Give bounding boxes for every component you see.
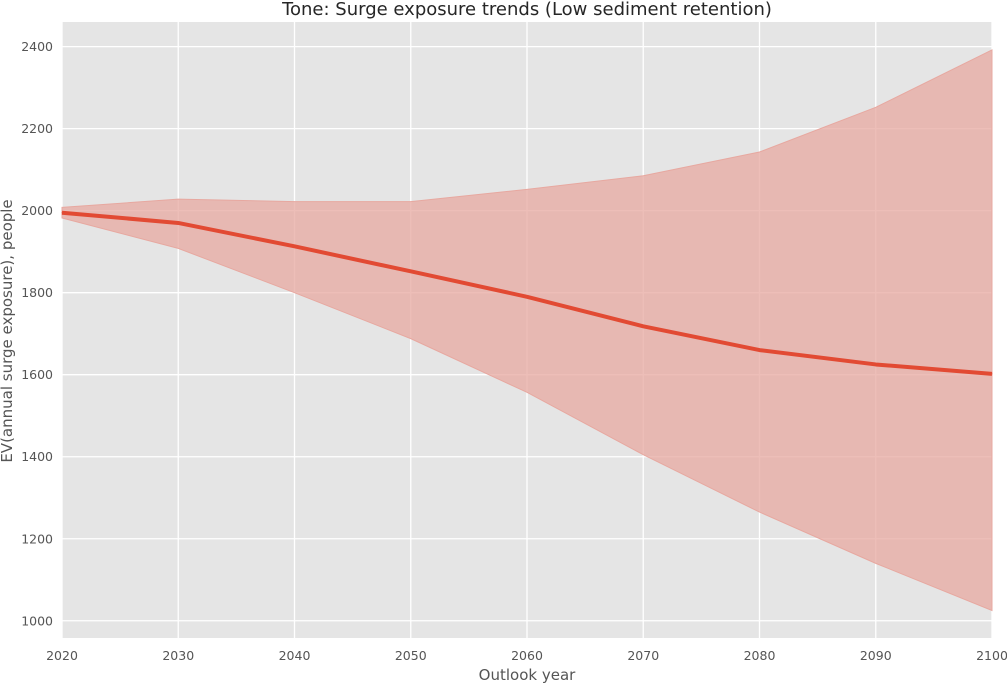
x-tick-label: 2060 [511, 648, 543, 663]
x-axis-label: Outlook year [479, 666, 576, 683]
data-point [875, 363, 877, 365]
y-tick-label: 1000 [21, 613, 53, 628]
data-point [294, 245, 295, 247]
y-tick-label: 1800 [21, 285, 53, 300]
x-tick-label: 2090 [860, 648, 892, 663]
x-tick-label: 2040 [279, 648, 311, 663]
y-axis-ticks: 1000 1200 1400 1600 1800 2000 2200 2400 [21, 39, 53, 628]
data-point [991, 373, 993, 375]
series-layer [61, 49, 993, 612]
x-tick-label: 2100 [976, 648, 1007, 663]
y-tick-label: 1400 [21, 449, 53, 464]
y-tick-label: 2400 [21, 39, 53, 54]
y-tick-label: 2200 [21, 121, 53, 136]
y-tick-label: 2000 [21, 203, 53, 218]
y-axis-label: EV(annual surge exposure), people [0, 199, 16, 462]
data-point [759, 349, 760, 351]
data-point [642, 325, 644, 327]
y-tick-label: 1600 [21, 367, 53, 382]
x-tick-label: 2070 [627, 648, 659, 663]
data-point [177, 222, 179, 224]
x-tick-label: 2050 [395, 648, 427, 663]
chart-title: Tone: Surge exposure trends (Low sedimen… [281, 0, 772, 20]
x-tick-label: 2080 [744, 648, 776, 663]
data-point [410, 270, 412, 272]
y-tick-label: 1200 [21, 531, 53, 546]
uncertainty-band [61, 49, 993, 612]
x-tick-label: 2020 [46, 648, 78, 663]
x-tick-label: 2030 [162, 648, 194, 663]
x-axis-ticks: 2020 2030 2040 2050 2060 2070 2080 2090 2100 [46, 648, 1007, 663]
data-point [61, 212, 63, 214]
data-point [526, 296, 528, 298]
